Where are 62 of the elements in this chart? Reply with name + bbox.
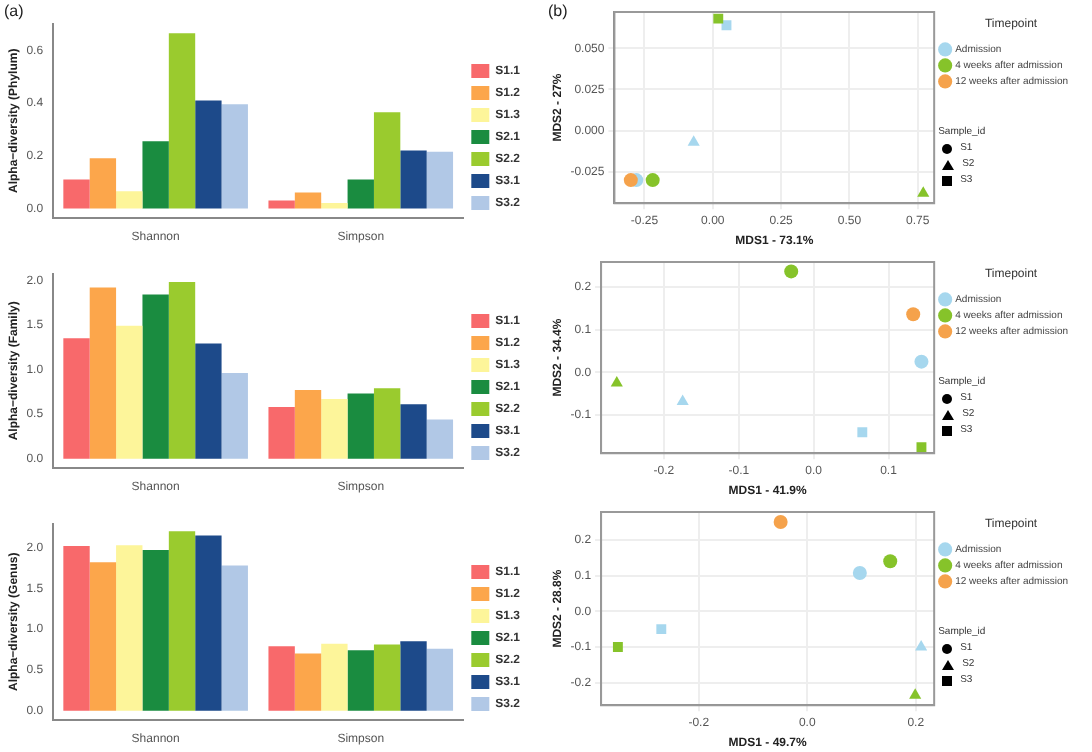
bar <box>89 287 117 459</box>
bar <box>221 565 248 711</box>
bar <box>116 191 143 209</box>
bar <box>168 282 196 459</box>
point <box>676 394 689 405</box>
bar <box>195 343 222 459</box>
bar <box>221 373 248 459</box>
bar <box>268 646 295 711</box>
bar <box>294 653 322 711</box>
point <box>687 135 700 146</box>
bar <box>168 33 196 209</box>
point <box>656 624 667 635</box>
bar <box>268 200 295 209</box>
bar <box>321 203 348 209</box>
bar <box>347 179 374 209</box>
bar <box>426 151 454 209</box>
bar <box>168 531 196 711</box>
point <box>773 515 788 529</box>
point <box>916 442 927 453</box>
bar <box>63 338 90 459</box>
bar <box>63 546 90 711</box>
bar <box>195 535 222 711</box>
point <box>857 427 868 438</box>
bar <box>294 389 322 459</box>
bar <box>63 179 90 209</box>
bar <box>89 158 117 209</box>
bar <box>426 648 454 711</box>
point <box>612 642 623 652</box>
bar <box>400 150 427 209</box>
point <box>784 264 799 279</box>
bar <box>294 192 322 209</box>
point <box>713 13 724 24</box>
bar <box>142 141 169 209</box>
bar <box>347 393 374 459</box>
point <box>883 554 898 569</box>
bar <box>195 100 222 209</box>
bar <box>426 419 454 459</box>
point <box>914 354 929 369</box>
point <box>917 186 930 197</box>
bar <box>116 545 143 711</box>
point <box>906 307 921 322</box>
bar <box>400 641 427 711</box>
bar <box>321 643 348 711</box>
bar <box>142 294 169 459</box>
bar <box>221 104 248 209</box>
point <box>645 173 660 188</box>
point <box>623 173 638 188</box>
bar <box>373 388 401 459</box>
bar <box>116 325 143 459</box>
bar <box>347 650 374 711</box>
chart-title: (a) <box>4 2 25 21</box>
bar <box>373 644 401 711</box>
bar <box>373 112 401 209</box>
point <box>610 376 623 387</box>
bar <box>400 404 427 459</box>
point <box>852 566 867 581</box>
bar <box>268 406 295 459</box>
chart-title: (b) <box>548 2 569 21</box>
bar <box>142 550 169 711</box>
point <box>909 688 922 699</box>
bar <box>89 562 117 711</box>
bar <box>321 398 348 459</box>
